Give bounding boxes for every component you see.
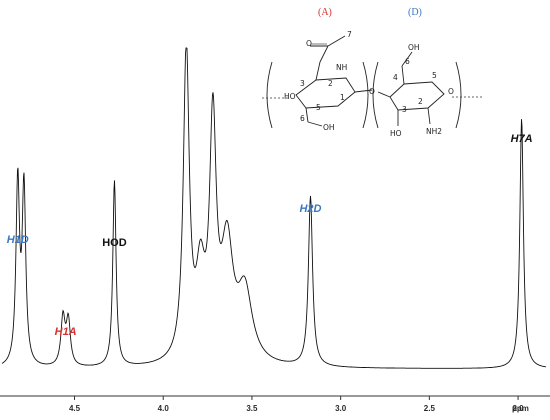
x-tick-label: 2.0 bbox=[513, 404, 525, 413]
polymer-bracket-mid-right bbox=[372, 61, 379, 129]
atom-label-oh-d: OH bbox=[408, 43, 420, 52]
atom-label-a6: 6 bbox=[300, 114, 305, 123]
atom-label-a2: 2 bbox=[328, 79, 333, 88]
x-tick-label: 4.5 bbox=[69, 404, 81, 413]
atom-label-nh2: NH2 bbox=[426, 127, 442, 136]
ring-a bbox=[295, 35, 391, 127]
x-tick-label: 3.5 bbox=[246, 404, 258, 413]
x-axis-ticks: 4.5 4.0 3.5 3.0 2.5 2.0 bbox=[69, 396, 524, 413]
atom-label-a5: 5 bbox=[316, 103, 321, 112]
atom-label-o-end: O bbox=[448, 87, 454, 96]
chemical-structure: (A) (D) 7 NH 2 3 HO 1 5 6 bbox=[262, 7, 484, 138]
polymer-bracket-left bbox=[266, 61, 273, 129]
atom-label-a3: 3 bbox=[300, 79, 305, 88]
peak-labels: H1D H1A HOD H2D H7A bbox=[7, 133, 533, 338]
x-tick-label: 2.5 bbox=[424, 404, 436, 413]
atom-label-ho-a: HO bbox=[284, 92, 296, 101]
spectrum-line bbox=[1, 47, 547, 369]
atom-label-nh: NH bbox=[336, 63, 347, 72]
residue-d-label: (D) bbox=[408, 7, 422, 18]
peak-label-h2d: H2D bbox=[299, 203, 321, 215]
ring-d bbox=[389, 51, 445, 126]
residue-a-label: (A) bbox=[318, 7, 332, 18]
atom-label-oh-a: OH bbox=[323, 123, 335, 132]
x-axis-unit-label: ppm bbox=[512, 404, 529, 413]
atom-label-a1: 1 bbox=[340, 93, 345, 102]
polymer-bracket-right bbox=[455, 61, 462, 129]
atom-label-d3: 3 bbox=[402, 105, 407, 114]
atom-label-d4: 4 bbox=[393, 73, 398, 82]
polymer-bracket-mid-left bbox=[362, 61, 369, 129]
peak-label-hod: HOD bbox=[102, 237, 127, 249]
atom-label-ho-d: HO bbox=[390, 129, 402, 138]
atom-label-d5: 5 bbox=[432, 71, 437, 80]
x-tick-label: 3.0 bbox=[335, 404, 347, 413]
peak-label-h1d: H1D bbox=[7, 234, 29, 246]
x-tick-label: 4.0 bbox=[158, 404, 170, 413]
atom-label-d2: 2 bbox=[418, 97, 423, 106]
atom-label-7: 7 bbox=[347, 30, 352, 39]
peak-label-h7a: H7A bbox=[511, 133, 533, 145]
peak-label-h1a: H1A bbox=[55, 326, 77, 338]
atom-label-o-carbonyl: O bbox=[306, 39, 312, 48]
atom-label-d6: 6 bbox=[405, 57, 410, 66]
atom-label-o-link: O bbox=[369, 87, 375, 96]
